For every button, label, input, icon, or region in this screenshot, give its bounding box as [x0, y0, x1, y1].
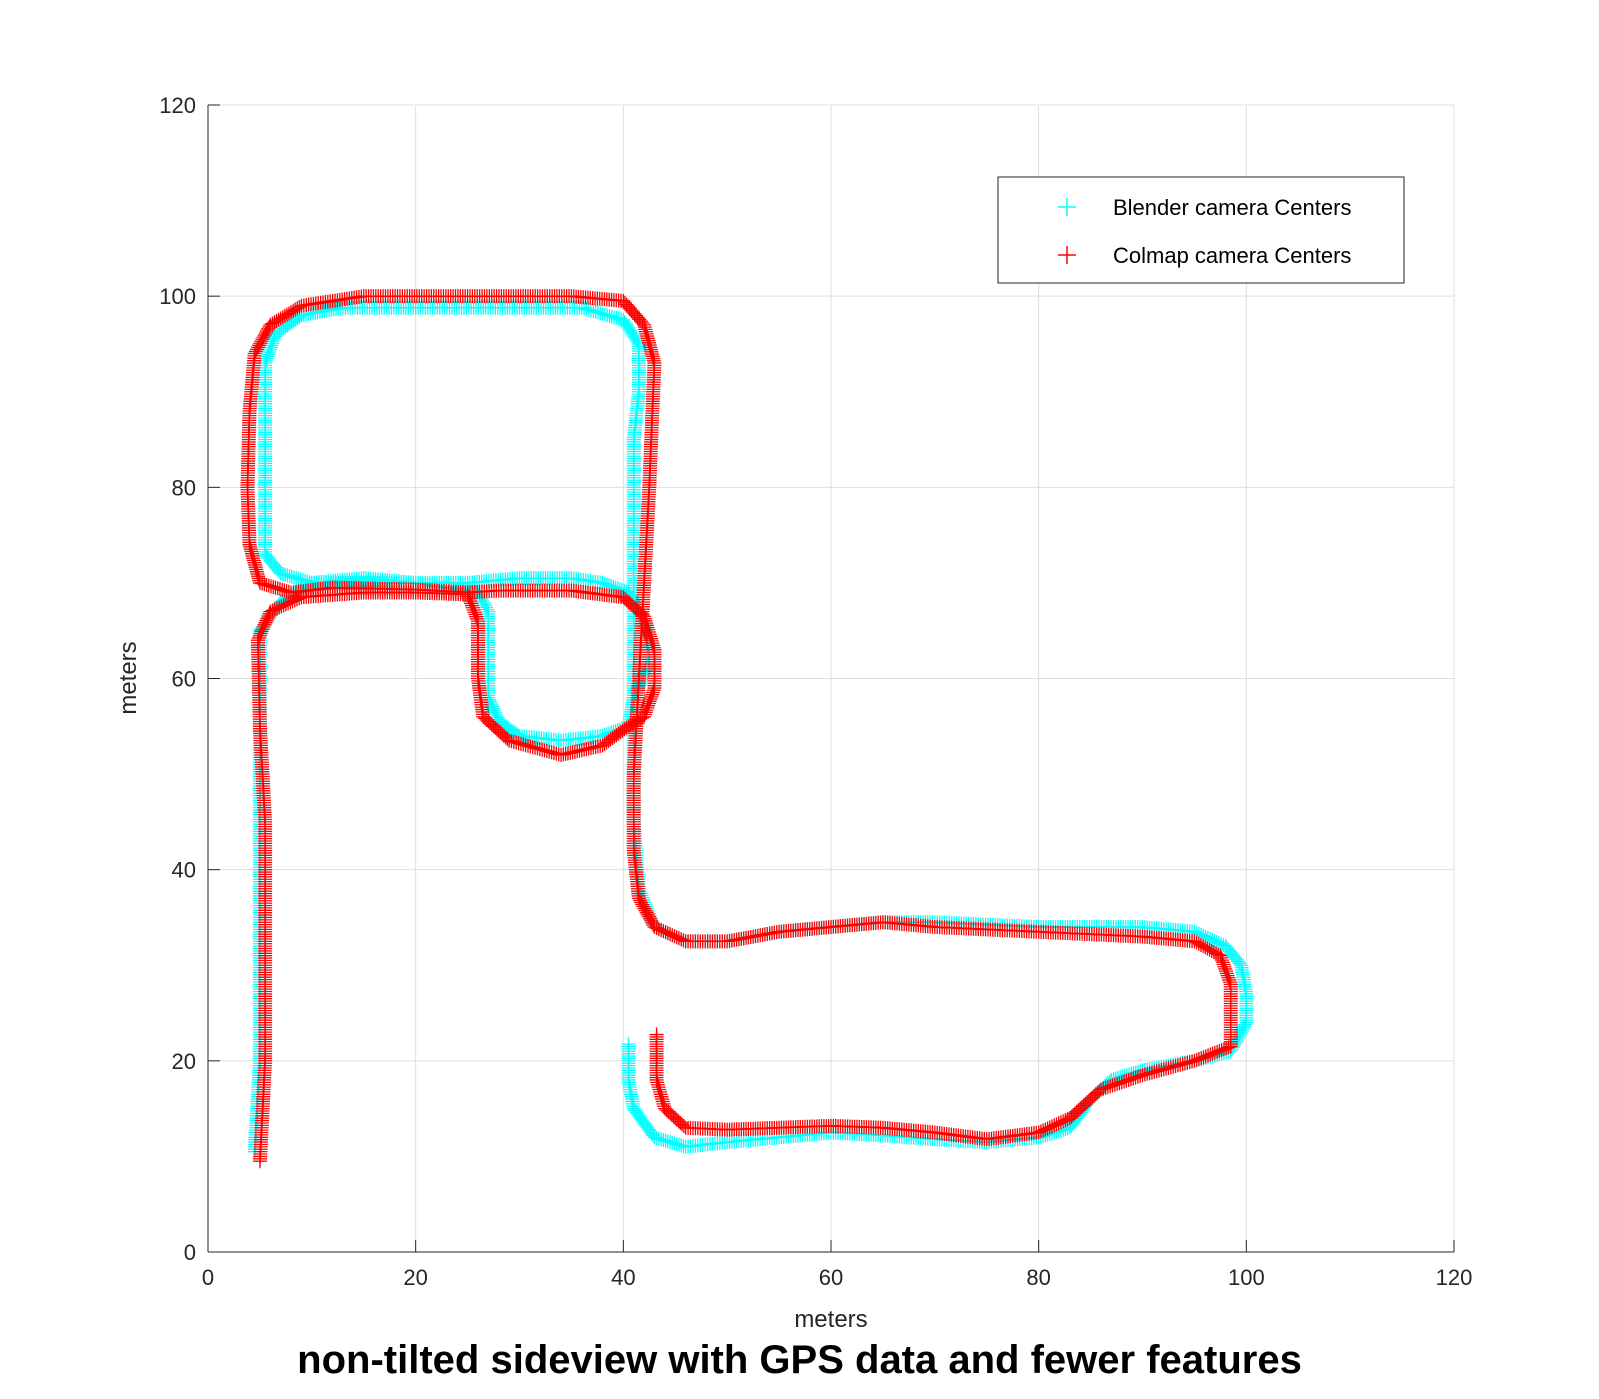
series-colmap [240, 289, 1238, 1169]
tick-labels: 0 20 40 60 80 100 120 0 20 40 60 80 100 120 [159, 93, 1472, 1290]
data-point [512, 728, 527, 743]
y-tick-label: 0 [184, 1240, 196, 1265]
legend-entry-colmap: Colmap camera Centers [1113, 243, 1351, 268]
data-point [631, 713, 646, 728]
x-tick-label: 80 [1026, 1265, 1050, 1290]
legend: Blender camera Centers Colmap camera Cen… [997, 176, 1405, 284]
data-point [629, 1105, 644, 1120]
data-point [623, 718, 638, 733]
chart-title: non-tilted sideview with GPS data and fe… [297, 1338, 1302, 1382]
legend-marker-blender [1058, 198, 1076, 216]
data-point [619, 720, 634, 735]
x-tick-label: 0 [202, 1265, 214, 1290]
data-point [659, 1103, 674, 1118]
y-tick-label: 40 [172, 858, 196, 883]
x-tick-label: 120 [1436, 1265, 1473, 1290]
data-point [628, 330, 643, 345]
data-point [503, 722, 518, 737]
data-point [621, 1037, 636, 1052]
data-point [620, 319, 635, 334]
series-layer [240, 289, 1254, 1169]
y-axis-label: meters [115, 641, 142, 714]
data-point [618, 317, 633, 332]
data-point [498, 730, 513, 745]
data-point [649, 1027, 664, 1042]
data-point [1211, 947, 1226, 962]
x-axis-label: meters [794, 1306, 867, 1333]
data-point [619, 593, 634, 608]
data-point [616, 313, 631, 328]
data-point [627, 715, 642, 730]
data-point [629, 332, 644, 347]
x-tick-label: 20 [403, 1265, 427, 1290]
y-tick-label: 20 [172, 1049, 196, 1074]
y-tick-label: 100 [159, 284, 196, 309]
data-point [617, 315, 632, 330]
data-point [633, 314, 648, 329]
data-point [261, 551, 276, 566]
data-point [621, 321, 636, 336]
data-point [622, 323, 637, 338]
y-tick-label: 60 [172, 667, 196, 692]
data-point [624, 325, 639, 340]
data-point [626, 328, 641, 343]
data-point [625, 327, 640, 342]
x-tick-label: 60 [819, 1265, 843, 1290]
y-tick-label: 80 [172, 475, 196, 500]
data-point [1064, 1109, 1079, 1124]
axes [207, 104, 1455, 1253]
x-tick-label: 40 [611, 1265, 635, 1290]
y-tick-label: 120 [159, 93, 196, 118]
legend-entry-blender: Blender camera Centers [1113, 195, 1351, 220]
data-point [510, 727, 525, 742]
data-point [1231, 954, 1246, 969]
data-point [501, 721, 516, 736]
x-tick-label: 100 [1228, 1265, 1265, 1290]
legend-marker-colmap [1058, 246, 1076, 264]
legend-box [997, 176, 1405, 284]
